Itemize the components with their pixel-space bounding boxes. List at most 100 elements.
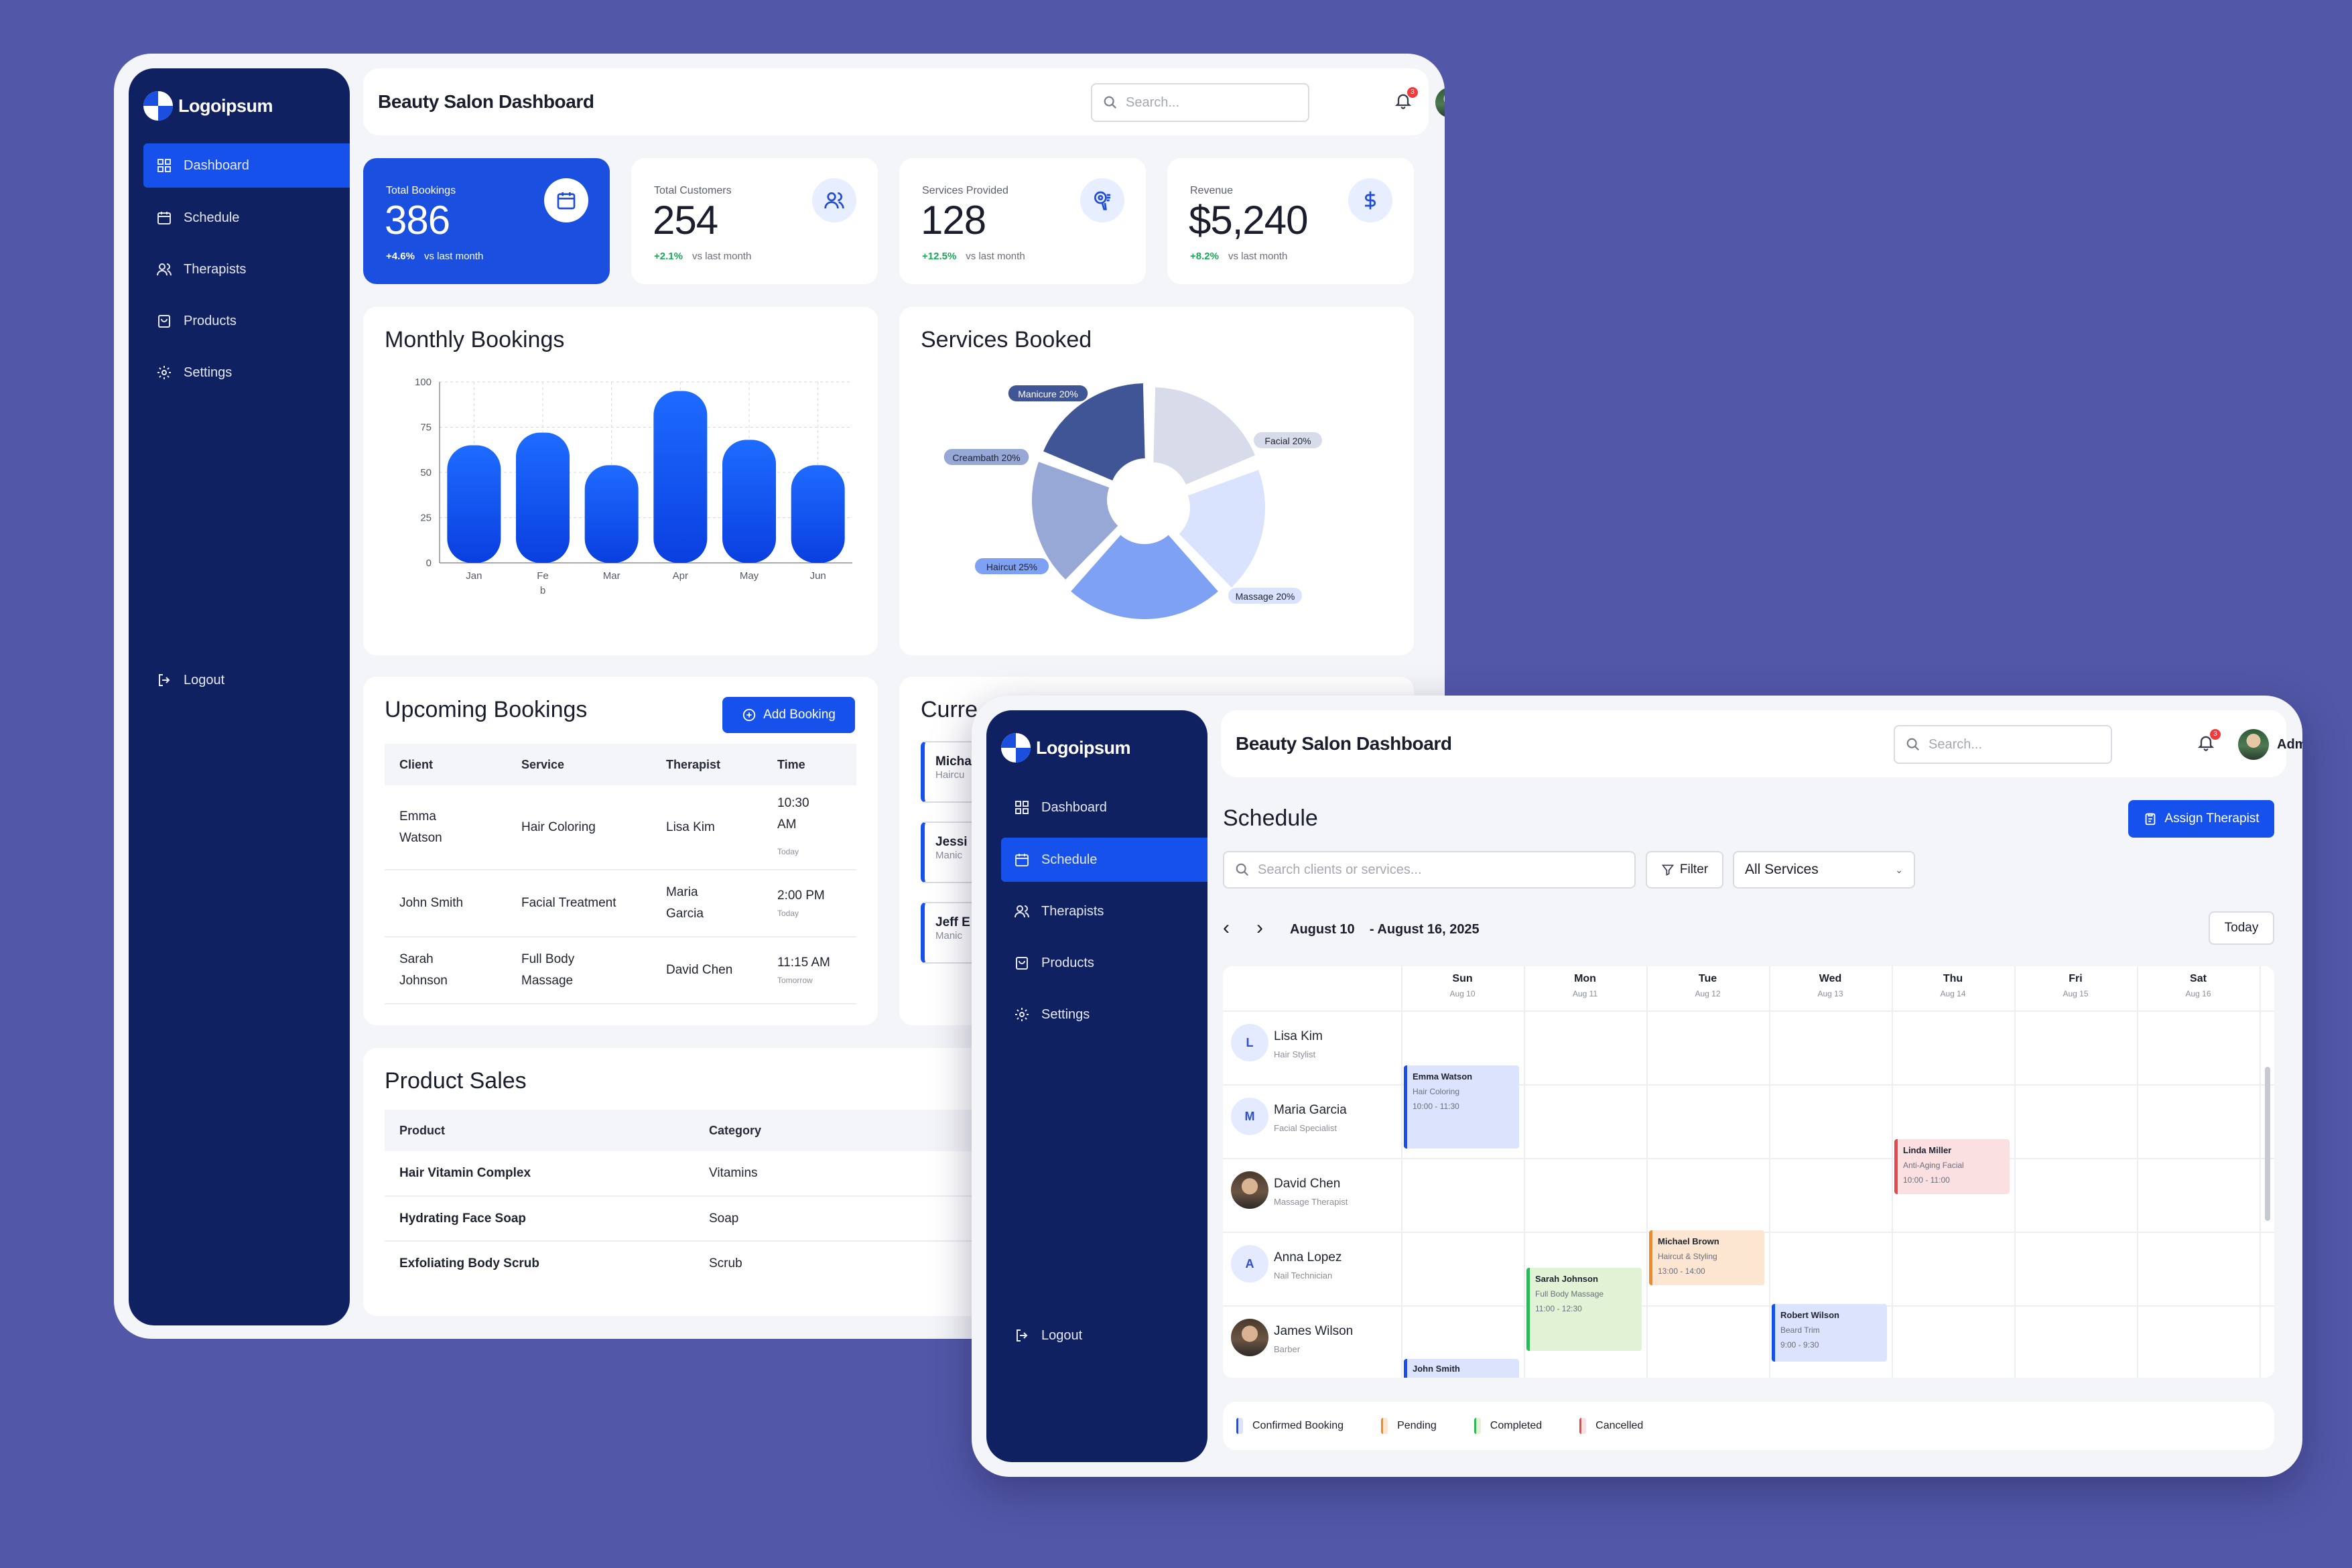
- bag-icon: [155, 312, 173, 330]
- legend-cancelled: Cancelled: [1579, 1418, 1643, 1434]
- therapist-avatar: [1231, 1319, 1268, 1356]
- bar-apr[interactable]: [653, 391, 708, 564]
- add-booking-button[interactable]: Add Booking: [722, 697, 855, 733]
- y-tick-label: 50: [420, 467, 432, 478]
- pie-slice-2[interactable]: [1071, 535, 1218, 619]
- sidebar-item-settings[interactable]: Settings: [143, 350, 350, 395]
- notification-button[interactable]: 3: [1394, 87, 1418, 111]
- today-button[interactable]: Today: [2209, 911, 2274, 945]
- booking-event[interactable]: Linda Miller Anti-Aging Facial 10:00 - 11:…: [1894, 1139, 2010, 1194]
- therapist-role: Barber: [1274, 1344, 1301, 1354]
- time-value: 11:15 AM: [777, 956, 830, 970]
- status-legend: Confirmed Booking Pending Completed Canc…: [1223, 1402, 2274, 1450]
- calendar-row-line: [1223, 1084, 2274, 1086]
- calendar-row-line: [1223, 1158, 2274, 1159]
- prev-week-button[interactable]: ‹: [1223, 917, 1230, 939]
- therapist-name[interactable]: Anna Lopez: [1274, 1250, 1342, 1264]
- sidebar-item-therapists[interactable]: Therapists: [143, 247, 350, 291]
- filter-button[interactable]: Filter: [1646, 851, 1723, 889]
- booking-event[interactable]: John Smith: [1404, 1359, 1519, 1378]
- calendar-column-line: [1892, 966, 1893, 1378]
- x-tick-label: Jan: [466, 570, 482, 582]
- bar-jan[interactable]: [447, 445, 501, 564]
- sidebar-item-dashboard[interactable]: Dashboard: [1001, 785, 1207, 830]
- sidebar-item-dashboard[interactable]: Dashboard: [143, 143, 350, 188]
- upcoming-bookings-card: Upcoming Bookings Add Booking Client Ser…: [363, 677, 878, 1025]
- therapist-name[interactable]: James Wilson: [1274, 1324, 1354, 1338]
- search-input[interactable]: Search...: [1894, 725, 2112, 764]
- search-input[interactable]: Search...: [1091, 83, 1309, 122]
- sidebar-item-label: Therapists: [184, 261, 247, 277]
- booking-event[interactable]: Emma Watson Hair Coloring 10:00 - 11:30: [1404, 1065, 1519, 1149]
- product-cell: Hair Vitamin Complex: [385, 1151, 694, 1197]
- card-title: Upcoming Bookings: [385, 697, 588, 722]
- search-placeholder: Search clients or services...: [1258, 862, 1422, 877]
- sidebar-item-schedule[interactable]: Schedule: [1001, 838, 1207, 882]
- next-week-button[interactable]: ›: [1256, 917, 1263, 939]
- stat-value: $5,240: [1189, 198, 1309, 243]
- table-row[interactable]: John Smith Facial Treatment Maria Garcia…: [385, 870, 856, 937]
- services-select[interactable]: All Services ⌄: [1733, 851, 1915, 889]
- sidebar-item-label: Products: [1041, 955, 1094, 970]
- user-name[interactable]: Admin: [2277, 737, 2302, 752]
- search-icon: [1906, 738, 1920, 751]
- stat-card-revenue[interactable]: Revenue $5,240 +8.2% vs last month: [1167, 158, 1414, 284]
- stat-card-bookings[interactable]: Total Bookings 386 +4.6% vs last month: [363, 158, 610, 284]
- booking-event[interactable]: Michael Brown Haircut & Styling 13:00 - 14…: [1649, 1230, 1764, 1285]
- booking-event[interactable]: Sarah Johnson Full Body Massage 11:00 - 12…: [1526, 1268, 1642, 1351]
- logout-label: Logout: [1041, 1327, 1083, 1343]
- therapist-avatar: A: [1231, 1245, 1268, 1283]
- pie-slice-0[interactable]: [1153, 387, 1255, 485]
- logout-button[interactable]: Logout: [143, 658, 350, 702]
- pie-slice-3[interactable]: [1032, 462, 1118, 580]
- logout-button[interactable]: Logout: [1001, 1313, 1207, 1358]
- legend-label: Confirmed Booking: [1252, 1420, 1344, 1432]
- calendar-scrollbar[interactable]: [2265, 1067, 2270, 1221]
- brand-logo[interactable]: Logoipsum: [1001, 733, 1130, 763]
- schedule-search-input[interactable]: Search clients or services...: [1223, 851, 1636, 889]
- stat-card-services[interactable]: Services Provided 128 +12.5% vs last mont…: [899, 158, 1146, 284]
- bar-mar[interactable]: [584, 465, 639, 563]
- pie-slice-1[interactable]: [1179, 470, 1265, 588]
- notification-button[interactable]: 3: [2197, 729, 2221, 753]
- table-row[interactable]: Emma Watson Hair Coloring Lisa Kim 10:30…: [385, 785, 856, 870]
- bar-jun[interactable]: [791, 465, 845, 563]
- sidebar-item-products[interactable]: Products: [1001, 941, 1207, 985]
- calendar-column-line: [1646, 966, 1648, 1378]
- stat-card-customers[interactable]: Total Customers 254 +2.1% vs last month: [631, 158, 878, 284]
- session-name: Micha: [935, 755, 972, 769]
- column-header: Time: [763, 744, 856, 785]
- service-cell: Full Body Massage: [507, 937, 651, 1004]
- calendar-icon: [155, 209, 173, 226]
- avatar[interactable]: [1435, 87, 1445, 118]
- pie-slice-4[interactable]: [1043, 383, 1145, 481]
- assign-therapist-button[interactable]: Assign Therapist: [2128, 800, 2274, 838]
- time-cell: 2:00 PM Today: [763, 870, 856, 937]
- table-row[interactable]: Sarah Johnson Full Body Massage David Ch…: [385, 937, 856, 1004]
- bar-may[interactable]: [722, 440, 776, 563]
- avatar[interactable]: [2238, 729, 2269, 760]
- brand-logo[interactable]: Logoipsum: [143, 91, 273, 121]
- pie-label-bg: [943, 449, 1029, 465]
- dryer-icon: [1080, 178, 1124, 222]
- sidebar-item-settings[interactable]: Settings: [1001, 992, 1207, 1037]
- users-icon: [155, 261, 173, 278]
- bar-feb[interactable]: [516, 432, 570, 563]
- therapist-name[interactable]: David Chen: [1274, 1177, 1341, 1191]
- schedule-calendar: Sun Aug 10 Mon Aug 11 Tue Aug 12 Wed Aug 13 …: [1223, 966, 2274, 1378]
- filter-icon: [1661, 864, 1675, 876]
- booking-event[interactable]: Robert Wilson Beard Trim 9:00 - 9:30: [1772, 1304, 1887, 1362]
- sidebar-item-therapists[interactable]: Therapists: [1001, 889, 1207, 933]
- page-title: Beauty Salon Dashboard: [378, 91, 594, 112]
- event-service: Beard Trim: [1780, 1325, 1820, 1335]
- sidebar-item-schedule[interactable]: Schedule: [143, 196, 350, 240]
- event-client: Michael Brown: [1658, 1236, 1719, 1246]
- sidebar-item-products[interactable]: Products: [143, 299, 350, 343]
- therapist-avatar: [1231, 1171, 1268, 1209]
- sidebar-item-label: Schedule: [1041, 852, 1098, 867]
- calendar-column-line: [2137, 966, 2138, 1378]
- day-header: Fri Aug 15: [2014, 973, 2137, 998]
- therapist-name[interactable]: Maria Garcia: [1274, 1103, 1347, 1117]
- therapist-name[interactable]: Lisa Kim: [1274, 1029, 1323, 1043]
- pie-label: Facial 20%: [1264, 436, 1311, 446]
